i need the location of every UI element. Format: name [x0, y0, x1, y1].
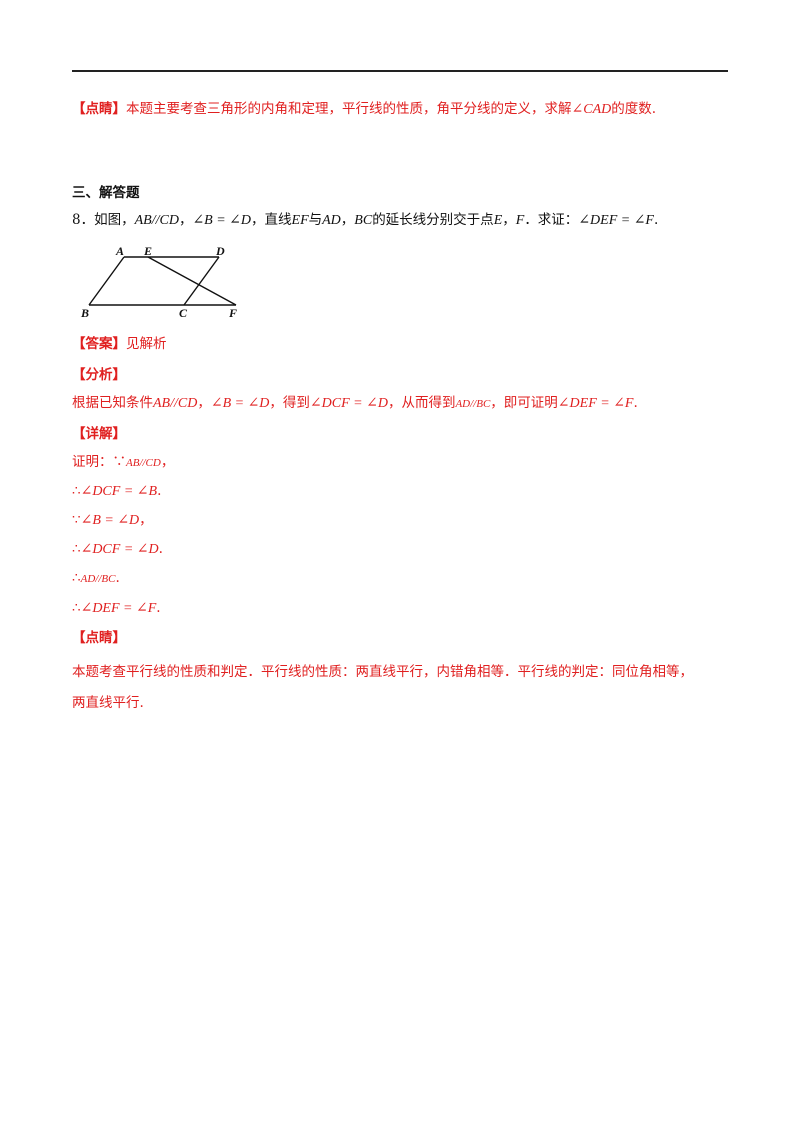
- label-a: A: [115, 244, 124, 258]
- detail-step: ∴AD//BC.: [72, 568, 120, 589]
- detail-step-math: ∠DEF = ∠F: [80, 601, 157, 616]
- previous-tip-tail: 的度数.: [611, 101, 657, 117]
- previous-tip-line: 【点睛】本题主要考查三角形的内角和定理，平行线的性质，角平分线的定义，求解∠CA…: [72, 99, 656, 120]
- detail-heading: 【详解】: [72, 426, 126, 442]
- detail-step-lead: ∵: [72, 512, 81, 528]
- detail-step: 证明：∵AB//CD，: [72, 452, 174, 473]
- question-text-2: ，直线: [251, 212, 292, 228]
- analysis-text-6: .: [633, 395, 638, 411]
- analysis-text-4: ，从而得到: [387, 395, 456, 411]
- previous-tip-bracket: 【点睛】: [72, 101, 126, 117]
- question-math-6: E: [493, 213, 503, 228]
- previous-tip-math: ∠CAD: [571, 102, 612, 117]
- question-8: 8．如图，AB//CD，∠B = ∠D，直线EF与AD，BC的延长线分别交于点E…: [72, 210, 658, 231]
- question-math-7: F: [515, 213, 525, 228]
- detail-step: ∴∠DEF = ∠F.: [72, 598, 161, 619]
- detail-step-tail: .: [158, 541, 163, 557]
- label-c: C: [179, 306, 188, 320]
- analysis-math-1: AB//CD: [153, 396, 198, 411]
- analysis-text-2: ，: [197, 395, 211, 411]
- analysis-math-3: ∠DCF = ∠D: [309, 396, 388, 411]
- analysis-text-1: 根据已知条件: [72, 395, 153, 411]
- question-math-5: BC: [354, 213, 373, 228]
- tip-line-1: 本题考查平行线的性质和判定．平行线的性质：两直线平行，内错角相等．平行线的判定：…: [72, 664, 693, 680]
- detail-step-lead: ∴: [72, 483, 81, 499]
- segment-cd: [183, 256, 220, 306]
- analysis-text-5: ，即可证明: [490, 395, 558, 411]
- tip-heading: 【点睛】: [72, 630, 126, 646]
- question-text-8: .: [654, 212, 659, 228]
- answer-bracket: 【答案】: [72, 336, 126, 352]
- detail-step-math: ∠DCF = ∠B: [80, 484, 158, 499]
- analysis-line: 根据已知条件AB//CD，∠B = ∠D，得到∠DCF = ∠D，从而得到AD/…: [72, 393, 638, 414]
- header-rule: [72, 70, 728, 72]
- question-math-1: AB//CD: [134, 213, 179, 228]
- detail-step-math: AD//BC: [80, 573, 116, 585]
- question-prefix: 8．如图，: [72, 212, 135, 228]
- label-b: B: [80, 306, 89, 320]
- analysis-text-3: ，得到: [269, 395, 310, 411]
- label-d: D: [215, 244, 225, 258]
- detail-step: ∴∠DCF = ∠B.: [72, 481, 161, 502]
- tip-line-2: 两直线平行.: [72, 695, 144, 711]
- question-math-4: AD: [322, 213, 341, 228]
- segment-ef: [147, 256, 237, 306]
- detail-step-lead: 证明：∵: [72, 454, 126, 470]
- question-text-7: ．求证：: [524, 212, 579, 228]
- label-f: F: [228, 306, 237, 320]
- detail-step-math: ∠B = ∠D: [80, 513, 140, 528]
- detail-step-tail: ，: [139, 512, 153, 528]
- question-text-3: 与: [308, 212, 323, 228]
- label-e: E: [143, 244, 152, 258]
- question-math-3: EF: [291, 213, 309, 228]
- geometry-figure: A E D B C F: [80, 244, 237, 320]
- segment-ab: [88, 256, 125, 306]
- detail-step-lead: ∴: [72, 541, 81, 557]
- previous-tip-text: 本题主要考查三角形的内角和定理，平行线的性质，角平分线的定义，求解: [126, 101, 572, 117]
- question-math-2: ∠B = ∠D: [192, 213, 252, 228]
- question-text-1: ，: [178, 212, 193, 228]
- analysis-math-5: ∠DEF = ∠F: [557, 396, 634, 411]
- detail-step-tail: .: [156, 600, 161, 616]
- section-title: 三、解答题: [72, 185, 140, 201]
- analysis-math-4: AD//BC: [455, 398, 491, 410]
- detail-step-lead: ∴: [72, 570, 81, 586]
- answer-text: 见解析: [126, 336, 167, 352]
- detail-step: ∵∠B = ∠D，: [72, 510, 153, 531]
- detail-step: ∴∠DCF = ∠D.: [72, 539, 163, 560]
- detail-step-lead: ∴: [72, 600, 81, 616]
- detail-step-math: ∠DCF = ∠D: [80, 542, 159, 557]
- question-math-8: ∠DEF = ∠F: [578, 213, 654, 228]
- question-text-4: ，: [340, 212, 355, 228]
- detail-step-tail: ，: [160, 454, 175, 470]
- detail-step-tail: .: [115, 570, 120, 586]
- question-text-6: ，: [502, 212, 516, 228]
- question-text-5: 的延长线分别交于点: [372, 212, 494, 228]
- analysis-heading: 【分析】: [72, 367, 126, 383]
- answer-line: 【答案】见解析: [72, 334, 167, 354]
- analysis-math-2: ∠B = ∠D: [210, 396, 270, 411]
- detail-step-math: AB//CD: [126, 457, 161, 469]
- detail-step-tail: .: [157, 483, 162, 499]
